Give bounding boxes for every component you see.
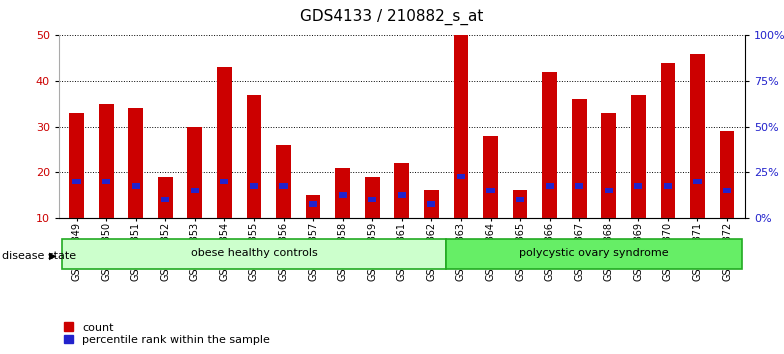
Bar — [427, 201, 435, 207]
Bar — [246, 95, 261, 218]
Bar — [250, 183, 258, 189]
Bar — [336, 167, 350, 218]
Bar — [723, 188, 731, 193]
Bar — [424, 190, 439, 218]
Bar — [543, 72, 557, 218]
Legend: count, percentile rank within the sample: count, percentile rank within the sample — [64, 322, 270, 345]
Bar — [276, 145, 291, 218]
Bar — [132, 183, 140, 189]
Bar — [720, 131, 735, 218]
Bar — [365, 177, 379, 218]
Bar — [693, 178, 702, 184]
Bar — [546, 183, 554, 189]
Bar — [572, 99, 586, 218]
Bar — [102, 178, 111, 184]
Bar — [601, 113, 616, 218]
Bar — [454, 35, 468, 218]
Bar — [661, 63, 675, 218]
Bar — [664, 183, 672, 189]
Bar — [634, 183, 642, 189]
Text: obese healthy controls: obese healthy controls — [191, 248, 318, 258]
Bar — [513, 190, 528, 218]
Bar — [486, 188, 495, 193]
Bar — [158, 177, 172, 218]
Bar — [162, 197, 169, 202]
Text: GDS4133 / 210882_s_at: GDS4133 / 210882_s_at — [300, 9, 484, 25]
Bar — [368, 197, 376, 202]
Text: ▶: ▶ — [49, 251, 56, 261]
FancyBboxPatch shape — [446, 239, 742, 269]
Text: polycystic ovary syndrome: polycystic ovary syndrome — [519, 248, 669, 258]
Bar — [217, 67, 232, 218]
Bar — [457, 174, 465, 179]
FancyBboxPatch shape — [62, 239, 446, 269]
Bar — [187, 126, 202, 218]
Bar — [690, 53, 705, 218]
Bar — [631, 95, 646, 218]
Bar — [604, 188, 613, 193]
Bar — [220, 178, 228, 184]
Bar — [397, 192, 406, 198]
Bar — [69, 113, 84, 218]
Bar — [516, 197, 524, 202]
Bar — [279, 183, 288, 189]
Bar — [575, 183, 583, 189]
Bar — [339, 192, 347, 198]
Bar — [394, 163, 409, 218]
Text: disease state: disease state — [2, 251, 77, 261]
Bar — [309, 201, 318, 207]
Bar — [129, 108, 143, 218]
Bar — [306, 195, 321, 218]
Bar — [72, 178, 81, 184]
Bar — [191, 188, 199, 193]
Bar — [99, 104, 114, 218]
Bar — [483, 136, 498, 218]
